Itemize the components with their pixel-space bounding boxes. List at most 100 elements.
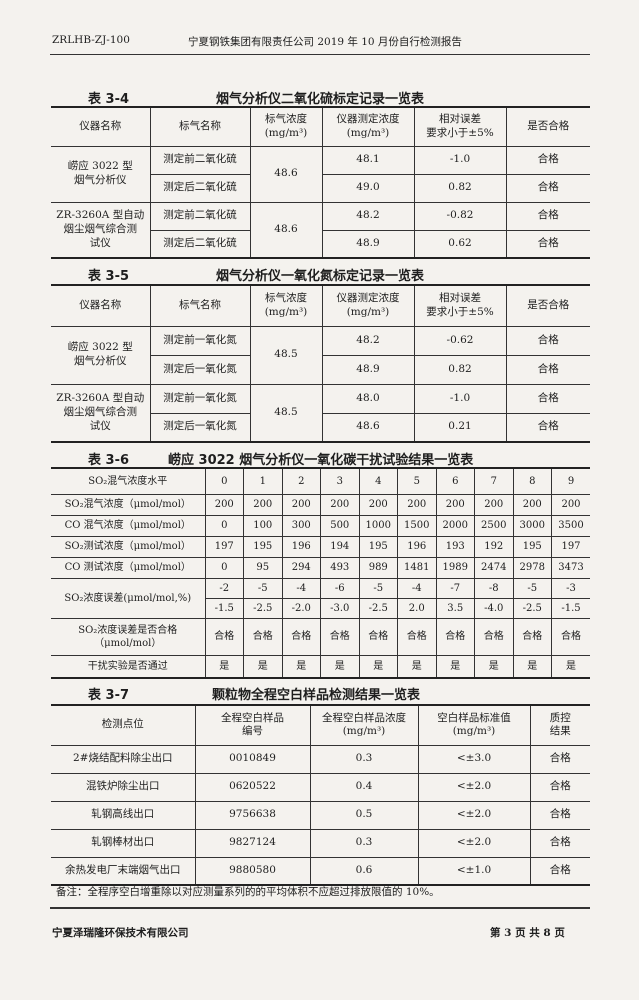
gas-name: 测定前一氧化氮: [149, 325, 251, 356]
value-cell: 合格: [281, 617, 321, 656]
value-cell: 200: [551, 493, 590, 516]
value-cell: 是: [320, 654, 360, 679]
value-cell: 3500: [551, 514, 590, 537]
document-code: ZRLHB-ZJ-100: [52, 34, 130, 46]
table-3-6: SO₂混气浓度水平 0 1 2 3 4 5 6 7 8 9 SO₂混气浓度（μmol/mol） 200 2…: [51, 467, 590, 679]
table-row: CO 混气浓度（μmol/mol） 0 100 300 500 1000 1500 2000 2…: [51, 514, 590, 537]
value-cell: 0: [204, 514, 244, 537]
error-absolute: -8: [474, 577, 514, 599]
standard-value: <±2.0: [417, 828, 531, 858]
value-cell: 200: [358, 493, 398, 516]
value-cell: 合格: [474, 617, 514, 656]
value-cell: 200: [204, 493, 244, 516]
value-cell: 是: [435, 654, 475, 679]
table-row: 测定后二氧化硫 48.9 0.62 合格: [51, 229, 590, 259]
result-status: 合格: [505, 412, 590, 443]
column-header: 全程空白样品 编号: [194, 704, 311, 746]
table-row: SO₂混气浓度（μmol/mol） 200 200 200 200 200 200 200 20…: [51, 493, 590, 516]
error-percent: 2.0: [397, 597, 437, 619]
column-header: 是否合格: [505, 106, 590, 147]
column-header: 仪器测定浓度 (mg/m³): [321, 284, 415, 327]
value-cell: 合格: [435, 617, 475, 656]
result-status: 合格: [505, 145, 590, 175]
value-cell: 2978: [512, 556, 552, 579]
value-cell: 合格: [397, 617, 437, 656]
value-cell: 5: [397, 467, 437, 495]
header-row: 仪器名称 标气名称 标气浓度 (mg/m³) 仪器测定浓度 (mg/m³) 相对误差 要…: [51, 284, 590, 327]
value-cell: 6: [435, 467, 475, 495]
row-label: SO₂混气浓度（μmol/mol）: [51, 493, 206, 516]
column-header: 全程空白样品浓度 (mg/m³): [309, 704, 419, 746]
row-label: SO₂测试浓度（μmol/mol）: [51, 535, 206, 558]
value-cell: 9: [551, 467, 590, 495]
table-3-4-title: 烟气分析仪二氧化硫标定记录一览表: [216, 92, 425, 107]
table-3-5: 仪器名称 标气名称 标气浓度 (mg/m³) 仪器测定浓度 (mg/m³) 相对误差 要…: [51, 284, 590, 443]
error-absolute: -2: [204, 577, 244, 599]
value-cell: 合格: [320, 617, 360, 656]
error-percent: -2.5: [243, 597, 283, 619]
value-cell: 195: [358, 535, 398, 558]
value-cell: 是: [281, 654, 321, 679]
measured-concentration: 48.2: [321, 325, 415, 356]
column-header: 检测点位: [51, 704, 196, 746]
blank-concentration: 0.6: [309, 856, 419, 886]
value-cell: 4: [358, 467, 398, 495]
column-header: 仪器名称: [51, 284, 151, 327]
column-header: 标气浓度 (mg/m³): [249, 284, 323, 327]
value-cell: 192: [474, 535, 514, 558]
table-3-7-number: 表 3-7: [88, 688, 130, 703]
value-cell: 2000: [435, 514, 475, 537]
standard-value: <±3.0: [417, 744, 531, 774]
result-status: 合格: [505, 201, 590, 231]
monitoring-point: 轧钢高线出口: [51, 800, 196, 830]
table-row: SO₂浓度误差是否合格 （μmol/mol） 合格 合格 合格 合格 合格 合格 合格 合格 合格…: [51, 617, 590, 656]
table-row: 2#烧结配料除尘出口 0010849 0.3 <±3.0 合格: [51, 744, 590, 774]
error-absolute: -5: [358, 577, 398, 599]
standard-value: <±1.0: [417, 856, 531, 886]
footer-company: 宁夏泽瑞隆环保技术有限公司: [52, 927, 189, 939]
table-3-7-note: 备注：全程序空白增重除以对应测量系列的的平均体积不应超过排放限值的 10%。: [56, 886, 440, 898]
relative-error: -1.0: [413, 145, 507, 175]
instrument-name: 崂应 3022 型 烟气分析仪: [51, 145, 151, 203]
value-cell: 合格: [551, 617, 590, 656]
table-3-5-number: 表 3-5: [88, 269, 130, 284]
gas-name: 测定后一氧化氮: [150, 412, 251, 443]
value-cell: 0: [204, 467, 244, 495]
row-label: SO₂混气浓度水平: [51, 467, 206, 495]
table-3-4: 仪器名称 标气名称 标气浓度 (mg/m³) 仪器测定浓度 (mg/m³) 相对误差 要…: [51, 106, 590, 259]
gas-name: 测定后二氧化硫: [150, 229, 251, 259]
sample-id: 9880580: [194, 856, 311, 886]
result-status: 合格: [505, 173, 590, 203]
result-status: 合格: [505, 229, 590, 259]
header-row: 检测点位 全程空白样品 编号 全程空白样品浓度 (mg/m³) 空白样品标准值 (mg…: [51, 704, 590, 746]
standard-concentration: 48.5: [249, 383, 323, 443]
value-cell: 1481: [397, 556, 437, 579]
value-cell: 196: [281, 535, 321, 558]
relative-error: 0.82: [413, 173, 507, 203]
value-cell: 2: [281, 467, 321, 495]
error-absolute: -3: [551, 577, 590, 599]
value-cell: 2474: [474, 556, 514, 579]
error-absolute: -6: [320, 577, 360, 599]
value-cell: 1: [243, 467, 283, 495]
value-cell: 200: [281, 493, 321, 516]
instrument-name: ZR-3260A 型自动 烟尘烟气综合测 试仪: [51, 201, 151, 259]
row-label: CO 混气浓度（μmol/mol）: [51, 514, 206, 537]
column-header: 质控 结果: [529, 704, 590, 746]
qc-result: 合格: [529, 800, 590, 830]
relative-error: -0.62: [413, 325, 507, 356]
table-row: 测定后一氧化氮 48.9 0.82 合格: [51, 354, 590, 385]
value-cell: 197: [204, 535, 244, 558]
blank-concentration: 0.3: [309, 744, 419, 774]
relative-error: -0.82: [413, 201, 507, 231]
relative-error: 0.82: [413, 354, 507, 385]
value-cell: 500: [320, 514, 360, 537]
qc-result: 合格: [529, 772, 590, 802]
table-row: 混铁炉除尘出口 0620522 0.4 <±2.0 合格: [51, 772, 590, 802]
qc-result: 合格: [529, 744, 590, 774]
measured-concentration: 48.9: [321, 229, 415, 259]
sample-id: 0010849: [194, 744, 311, 774]
row-label: SO₂浓度误差是否合格 （μmol/mol）: [51, 617, 206, 656]
header-row: 仪器名称 标气名称 标气浓度 (mg/m³) 仪器测定浓度 (mg/m³) 相对误差 要…: [51, 106, 590, 147]
gas-name: 测定前二氧化硫: [149, 145, 251, 175]
